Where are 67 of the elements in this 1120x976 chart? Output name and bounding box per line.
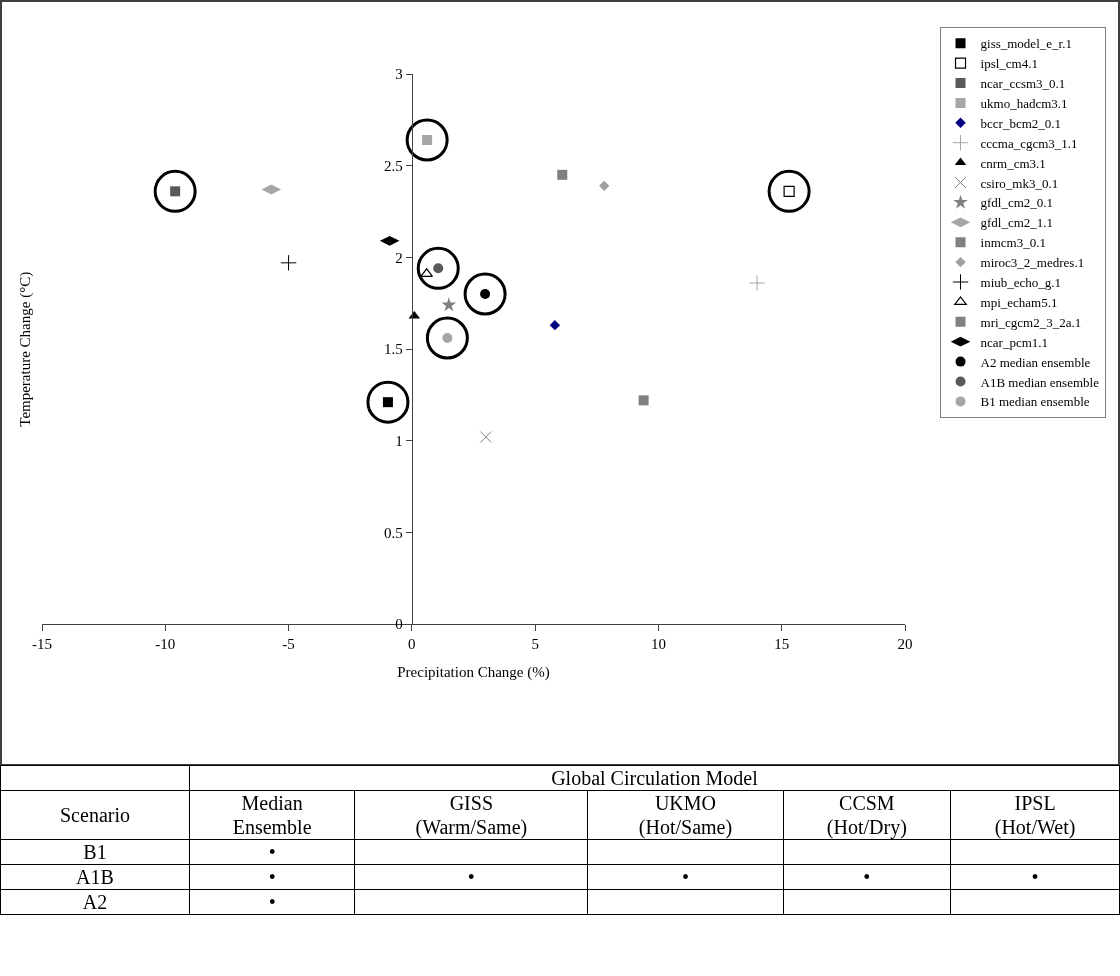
x-tick-label: -5: [282, 636, 295, 652]
legend-label: bccr_bcm2_0.1: [980, 115, 1062, 131]
y-axis-title: Temperature Change (°C): [16, 271, 34, 427]
legend-label: ukmo_hadcm3.1: [980, 95, 1068, 111]
point: [405, 118, 449, 162]
x-tick-label: -10: [155, 636, 176, 652]
category-label: A1B: [76, 866, 114, 888]
legend-label: A1B median ensemble: [980, 374, 1100, 390]
legend-label: A2 median ensemble: [980, 354, 1091, 370]
category-label: IPSL (Hot/Wet): [950, 790, 1120, 840]
point: [767, 169, 811, 213]
x-tick-label: 10: [650, 636, 666, 652]
text: •: [681, 866, 689, 888]
category-label: A2: [82, 891, 108, 913]
x-tick-label: 20: [897, 636, 913, 652]
y-tick-label: 3: [395, 66, 403, 83]
category-label: Median Ensemble: [189, 790, 355, 840]
point: [463, 272, 507, 316]
text: •: [1031, 866, 1039, 888]
text: •: [467, 866, 475, 888]
point: [557, 169, 568, 180]
text: Global Circulation Model: [189, 765, 1120, 791]
point: [366, 380, 410, 424]
point: [425, 316, 469, 360]
legend-label: B1 median ensemble: [980, 394, 1090, 410]
point: [748, 274, 766, 292]
legend-label: gfdl_cm2_1.1: [980, 215, 1054, 231]
text: •: [863, 866, 871, 888]
point: [638, 395, 649, 406]
text: •: [268, 891, 276, 913]
x-tick-label: 15: [774, 636, 790, 652]
y-tick-label: 1.5: [384, 341, 403, 358]
legend-label: cccma_cgcm3_1.1: [980, 135, 1078, 151]
legend-label: ipsl_cm4.1: [980, 56, 1038, 72]
text: Scenario: [0, 790, 190, 840]
legend-label: giss_model_e_r.1: [980, 36, 1072, 52]
point: [549, 319, 561, 331]
category-label: B1: [83, 841, 107, 863]
legend-label: miroc3_2_medres.1: [980, 255, 1085, 271]
legend-label: gfdl_cm2_0.1: [980, 195, 1054, 211]
legend-label: cnrm_cm3.1: [980, 155, 1046, 171]
point: [280, 254, 297, 272]
point: [416, 246, 460, 290]
legend-label: inmcm3_0.1: [980, 235, 1046, 251]
x-tick-label: 0: [408, 636, 416, 652]
legend-label: mpi_echam5.1: [980, 294, 1058, 310]
text: •: [268, 866, 276, 888]
point: [598, 180, 610, 192]
point: [441, 297, 457, 312]
x-tick-label: -15: [32, 636, 52, 652]
category-label: UKMO (Hot/Same): [587, 790, 784, 840]
legend-label: csiro_mk3_0.1: [980, 175, 1059, 191]
x-tick-label: 5: [531, 636, 539, 652]
y-tick-label: 1: [395, 432, 403, 449]
y-tick-label: 2.5: [384, 157, 403, 174]
legend-label: miub_echo_g.1: [980, 275, 1062, 291]
x-axis-title: Precipitation Change (%): [397, 664, 550, 681]
y-tick-label: 0.5: [384, 524, 403, 541]
text: •: [268, 841, 276, 863]
point: [153, 169, 197, 213]
legend-label: mri_cgcm2_3_2a.1: [980, 314, 1082, 330]
category-label: GISS (Warm/Same): [354, 790, 588, 840]
y-tick-label: 2: [395, 249, 403, 266]
legend-label: ncar_pcm1.1: [980, 334, 1049, 350]
category-label: CCSM (Hot/Dry): [783, 790, 951, 840]
point: [479, 431, 492, 443]
legend-label: ncar_ccsm3_0.1: [980, 76, 1066, 92]
